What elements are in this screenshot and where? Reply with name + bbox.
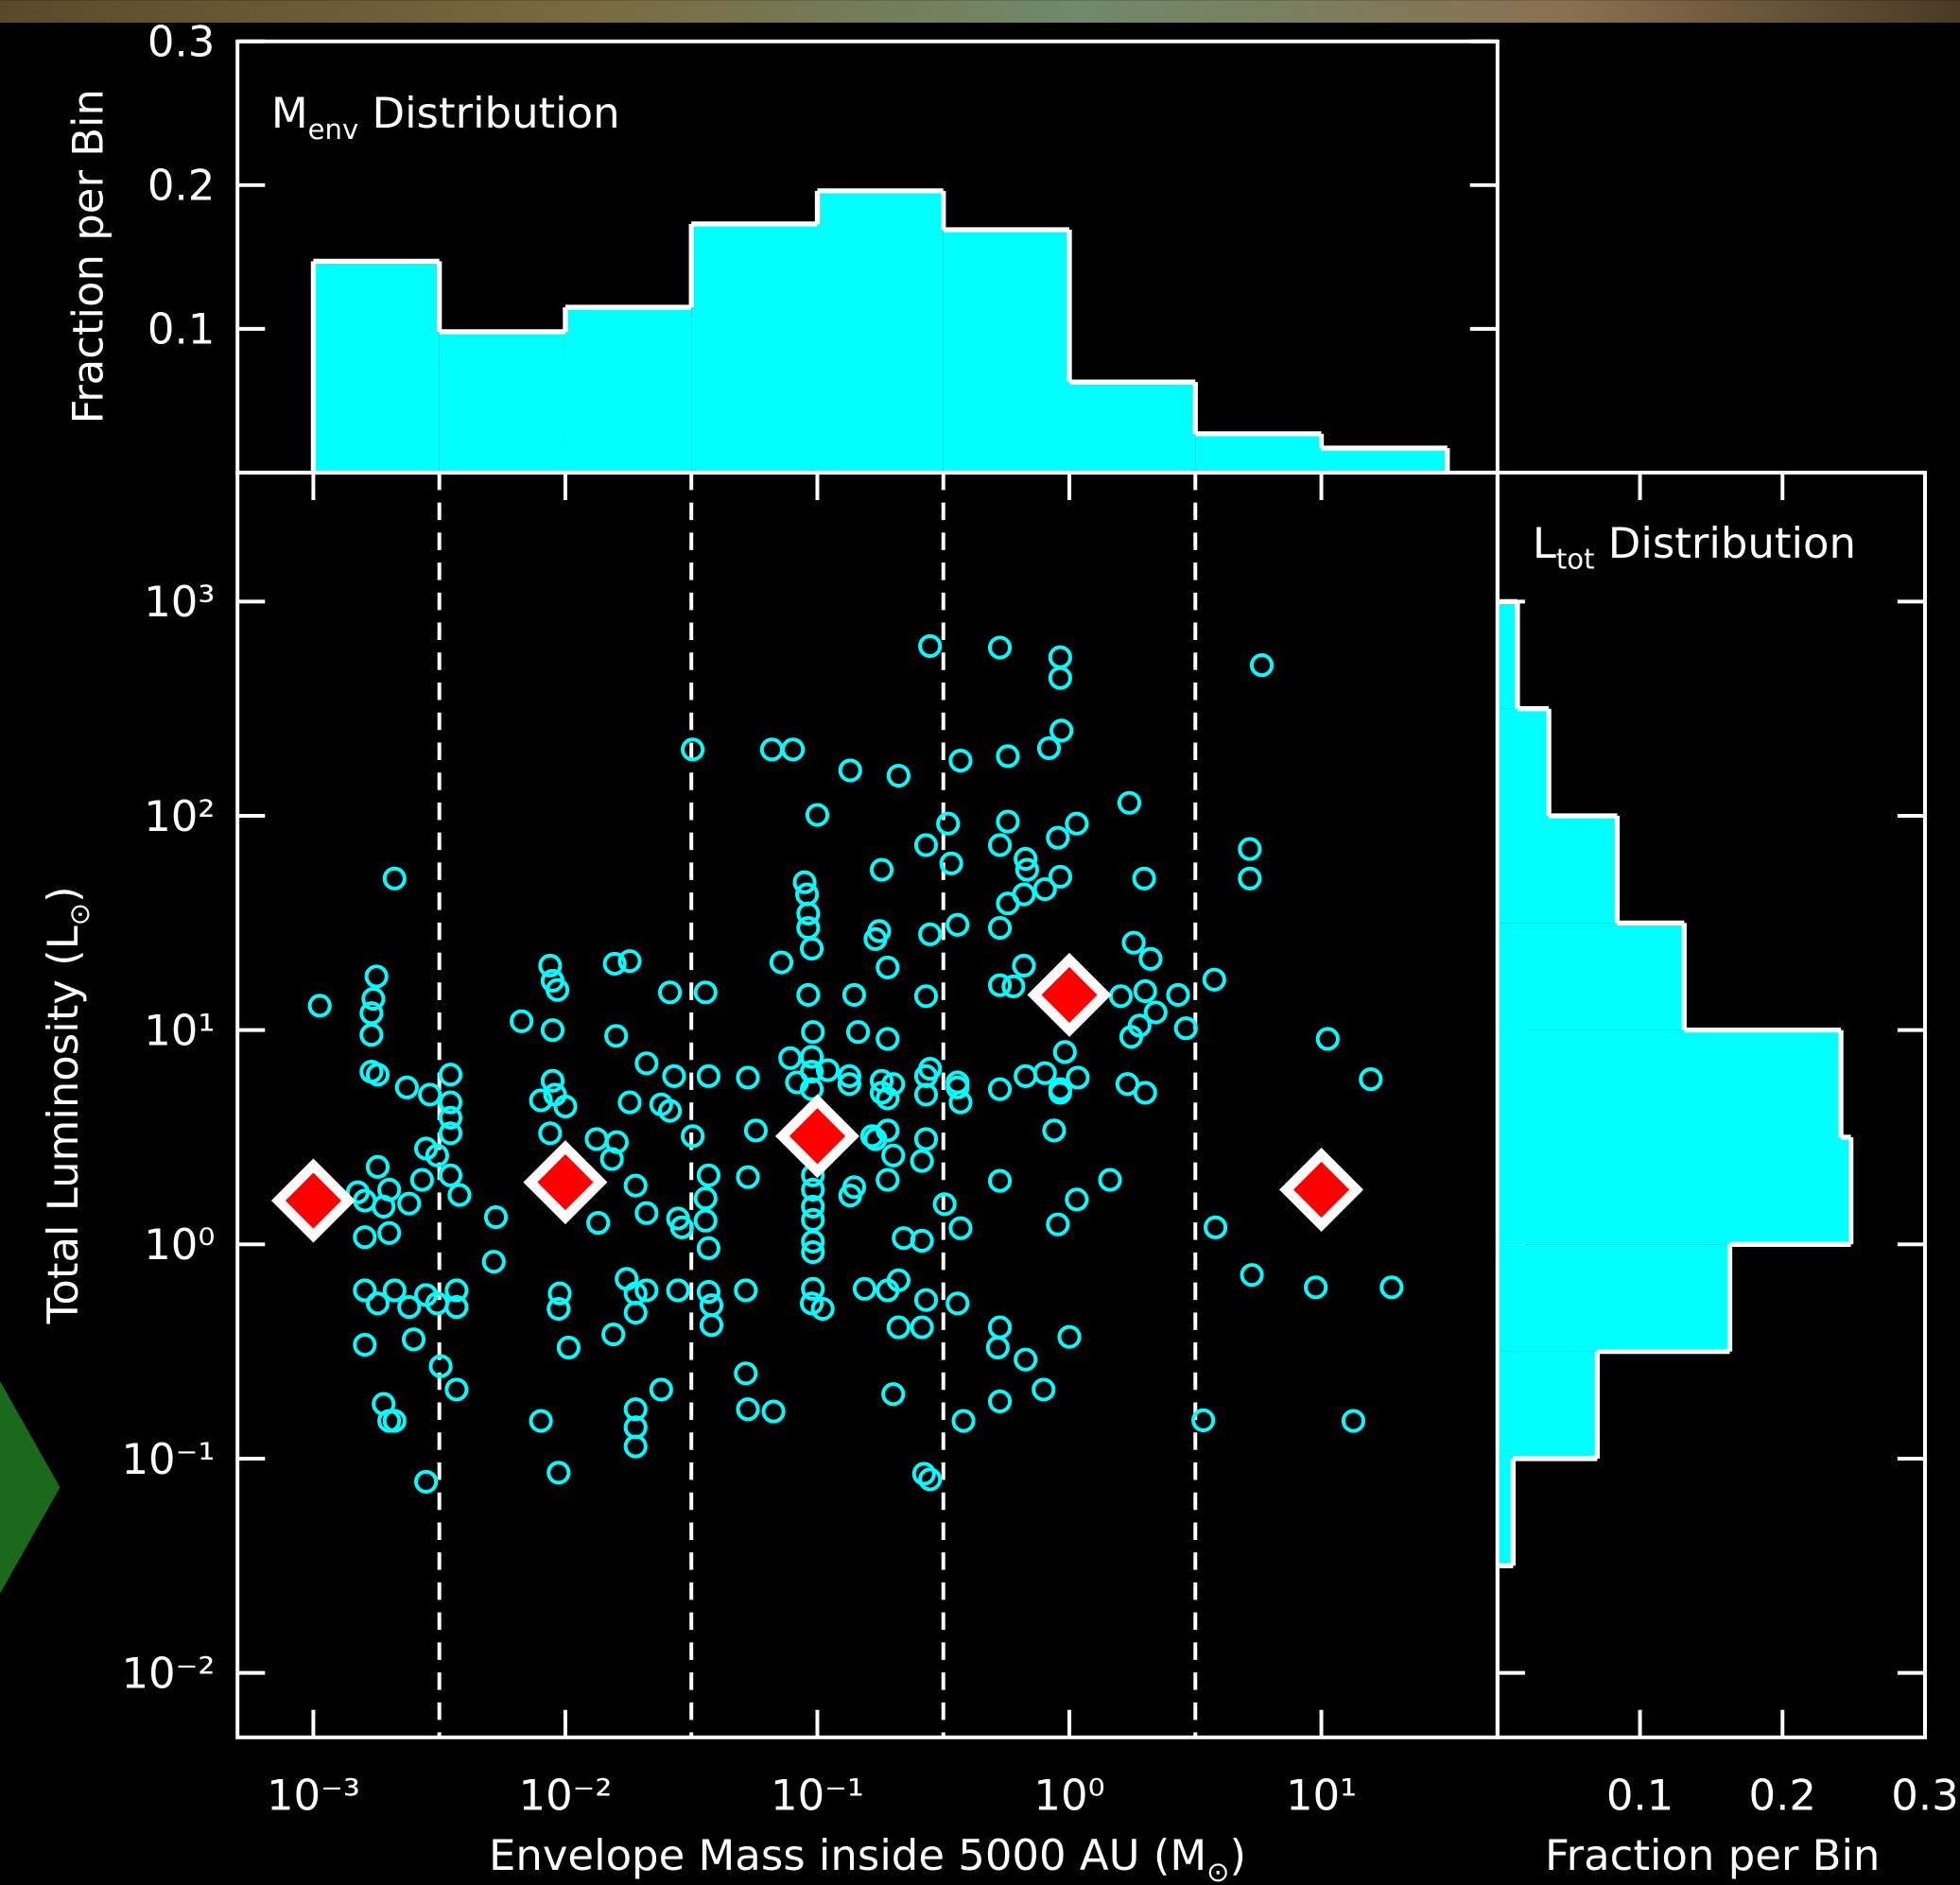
x-axis-label: Fraction per Bin [1545,1830,1880,1880]
text-run: Distribution [358,88,619,138]
hist-bar [1498,816,1618,923]
hist-bar [1498,1030,1841,1137]
y-tick-label: 10⁰ [144,1219,215,1270]
text-run: env [308,113,359,146]
x-axis-label: Envelope Mass inside 5000 AU (M⊙) [489,1830,1246,1885]
x-tick-label: 10⁰ [1033,1771,1104,1821]
text-run: Total Luminosity (L [38,925,88,1324]
y-tick-label: 0.3 [147,17,215,67]
y-tick-label: 0.1 [147,304,215,355]
text-run: ⊙ [63,903,95,925]
hist-bar [1322,448,1448,473]
x-tick-label: 10⁻¹ [771,1771,864,1821]
y-axis-label: Fraction per Bin [62,89,113,424]
text-run: ) [38,886,88,903]
x-tick-label: 0.2 [1749,1771,1816,1821]
y-tick-label: 10¹ [144,1006,215,1056]
hist-bar [944,230,1069,473]
x-tick-label: 10⁻² [518,1771,612,1821]
hist-bar [1498,1352,1598,1459]
hist-bar [565,307,691,473]
chart: 10⁻³ 10⁻² 10⁻¹ 10⁰ 10¹ 10⁻² 10⁻¹ 10⁰ 10¹ 10² 10³ En… [0,0,1960,1885]
text-run: M [271,88,308,138]
text-run: ⊙ [1206,1856,1229,1885]
x-tick-label: 10¹ [1286,1771,1357,1821]
hist-bar [1498,1244,1730,1351]
hist-bar [1069,382,1195,473]
x-tick-label: 0.1 [1606,1771,1674,1821]
text-run: ) [1230,1830,1247,1880]
y-tick-label: 10⁻¹ [121,1434,215,1484]
hist-bar [691,224,817,473]
top-strip [0,0,1960,23]
text-run: L [1533,518,1556,568]
hist-bar [440,332,565,473]
y-tick-label: 10² [144,791,215,841]
text-run: Envelope Mass inside 5000 AU (M [489,1830,1206,1880]
hist-bar [1498,1137,1851,1244]
x-tick-label: 0.3 [1891,1771,1958,1821]
hist-bar [1195,434,1321,473]
page: 10⁻³ 10⁻² 10⁻¹ 10⁰ 10¹ 10⁻² 10⁻¹ 10⁰ 10¹ 10² 10³ En… [0,0,1960,1885]
y-tick-label: 0.2 [147,161,215,211]
text-run: Distribution [1594,518,1855,568]
hist-bar [1498,601,1518,708]
y-tick-label: 10³ [144,577,215,627]
y-tick-label: 10⁻² [121,1648,215,1698]
hist-bar [313,261,439,472]
y-axis-label: Total Luminosity (L⊙) [38,886,95,1324]
hist-bar [1498,923,1684,1029]
text-run: tot [1556,544,1595,576]
hist-bar [1498,709,1549,816]
hist-bar [817,191,943,473]
x-tick-label: 10⁻³ [267,1771,360,1821]
